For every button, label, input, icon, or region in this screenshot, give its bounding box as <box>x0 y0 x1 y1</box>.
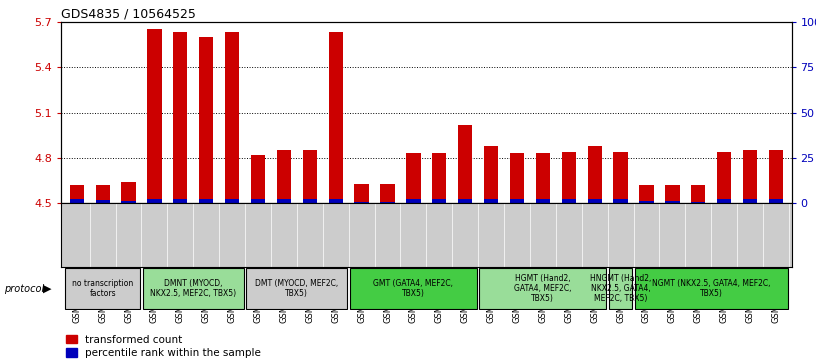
Bar <box>588 146 602 203</box>
FancyBboxPatch shape <box>480 268 606 310</box>
FancyBboxPatch shape <box>350 268 477 310</box>
FancyBboxPatch shape <box>635 268 787 310</box>
Bar <box>95 200 110 203</box>
Bar <box>640 185 654 203</box>
Bar <box>122 182 135 203</box>
Text: NGMT (NKX2.5, GATA4, MEF2C,
TBX5): NGMT (NKX2.5, GATA4, MEF2C, TBX5) <box>652 279 770 298</box>
Bar <box>173 199 188 203</box>
Bar <box>199 199 213 203</box>
Text: no transcription
factors: no transcription factors <box>72 279 133 298</box>
Bar <box>380 201 395 203</box>
Bar <box>173 32 188 203</box>
Bar <box>354 201 369 203</box>
Bar <box>199 37 213 203</box>
Bar <box>561 152 576 203</box>
Bar <box>743 199 757 203</box>
Bar <box>69 199 84 203</box>
Bar <box>406 199 420 203</box>
Bar <box>251 199 265 203</box>
Bar <box>484 199 499 203</box>
Bar <box>717 152 731 203</box>
Bar <box>303 199 317 203</box>
Bar <box>329 32 343 203</box>
Text: HGMT (Hand2,
GATA4, MEF2C,
TBX5): HGMT (Hand2, GATA4, MEF2C, TBX5) <box>514 274 572 303</box>
Bar <box>510 199 524 203</box>
Text: ▶: ▶ <box>43 284 51 294</box>
Bar <box>432 199 446 203</box>
Text: protocol: protocol <box>4 284 44 294</box>
Bar <box>484 146 499 203</box>
Bar <box>225 32 239 203</box>
Bar <box>769 199 783 203</box>
Bar <box>614 152 628 203</box>
Bar <box>329 199 343 203</box>
Bar <box>277 150 291 203</box>
Bar <box>510 153 524 203</box>
Bar <box>354 184 369 203</box>
Bar <box>148 29 162 203</box>
Bar <box>769 150 783 203</box>
Bar <box>691 185 705 203</box>
Text: HNGMT (Hand2,
NKX2.5, GATA4,
MEF2C, TBX5): HNGMT (Hand2, NKX2.5, GATA4, MEF2C, TBX5… <box>590 274 651 303</box>
FancyBboxPatch shape <box>609 268 632 310</box>
Bar <box>225 199 239 203</box>
Bar <box>665 185 680 203</box>
Text: DMT (MYOCD, MEF2C,
TBX5): DMT (MYOCD, MEF2C, TBX5) <box>255 279 339 298</box>
Bar <box>561 199 576 203</box>
Bar <box>303 150 317 203</box>
Text: GMT (GATA4, MEF2C,
TBX5): GMT (GATA4, MEF2C, TBX5) <box>374 279 454 298</box>
Bar <box>665 201 680 203</box>
Bar <box>588 199 602 203</box>
FancyBboxPatch shape <box>143 268 244 310</box>
Legend: transformed count, percentile rank within the sample: transformed count, percentile rank withi… <box>66 335 261 358</box>
Bar <box>536 153 550 203</box>
Text: GDS4835 / 10564525: GDS4835 / 10564525 <box>61 8 196 21</box>
Bar <box>743 150 757 203</box>
FancyBboxPatch shape <box>246 268 348 310</box>
Bar <box>640 201 654 203</box>
Bar <box>536 199 550 203</box>
Bar <box>717 199 731 203</box>
Bar <box>406 153 420 203</box>
Bar <box>691 201 705 203</box>
Text: DMNT (MYOCD,
NKX2.5, MEF2C, TBX5): DMNT (MYOCD, NKX2.5, MEF2C, TBX5) <box>150 279 237 298</box>
Bar <box>69 185 84 203</box>
Bar <box>148 199 162 203</box>
Bar <box>614 199 628 203</box>
Bar <box>458 199 472 203</box>
FancyBboxPatch shape <box>65 268 140 310</box>
Bar <box>122 201 135 203</box>
Bar <box>380 184 395 203</box>
Bar <box>277 199 291 203</box>
Bar <box>251 155 265 203</box>
Bar <box>458 125 472 203</box>
Bar <box>95 185 110 203</box>
Bar <box>432 153 446 203</box>
